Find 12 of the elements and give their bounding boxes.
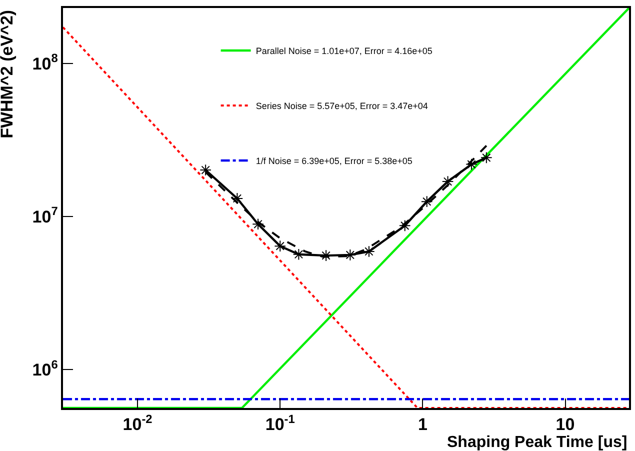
legend-label: Parallel Noise = 1.01e+07, Error = 4.16e+05 [256,46,432,56]
y-axis-title: FWHM^2 (eV^2) [0,10,16,138]
y-tick-label: 10$^{8}$ [32,51,58,74]
x-tick-label: 10$^{-2}$ [122,412,153,434]
y-tick-label: 10$^{6}$ [32,357,58,380]
legend-label: 1/f Noise = 6.39e+05, Error = 5.38e+05 [256,156,412,166]
legend-label: Series Noise = 5.57e+05, Error = 3.47e+04 [256,101,428,112]
x-axis-title: Shaping Peak Time [us] [447,434,628,451]
x-tick-label: 10$^{-1}$ [265,412,296,434]
x-tick-label: 1 [418,415,428,434]
y-tick-label: 10$^{7}$ [32,204,58,226]
x-tick-label: 10 [556,415,575,434]
